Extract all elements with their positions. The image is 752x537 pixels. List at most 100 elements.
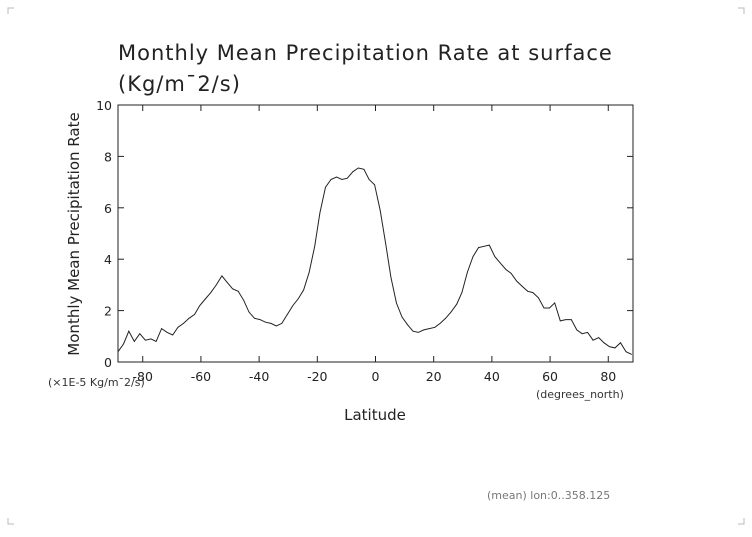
data-point xyxy=(379,210,381,211)
precipitation-series-line xyxy=(117,167,632,355)
data-point xyxy=(521,285,523,287)
y-axis-unit: (×1E-5 Kg/m¯2/s) xyxy=(48,376,145,389)
data-point xyxy=(428,328,430,329)
y-tick-label: 4 xyxy=(104,252,112,267)
data-point xyxy=(259,319,261,320)
data-point xyxy=(172,334,174,336)
data-point xyxy=(565,319,567,320)
data-point xyxy=(123,343,124,345)
data-point xyxy=(554,302,556,304)
data-point xyxy=(155,341,157,342)
x-tick-label: 60 xyxy=(542,369,558,384)
y-axis-label: Monthly Mean Precipitation Rate xyxy=(65,112,83,355)
data-point xyxy=(450,311,452,313)
data-point xyxy=(488,244,490,246)
data-point xyxy=(570,319,572,320)
data-point xyxy=(423,329,425,331)
data-point xyxy=(581,333,583,335)
data-point xyxy=(461,292,463,293)
data-point xyxy=(199,305,201,306)
data-point xyxy=(357,167,359,169)
data-point xyxy=(314,245,316,247)
data-point xyxy=(341,179,343,180)
data-point xyxy=(325,186,326,188)
x-tick-label: 40 xyxy=(484,369,500,384)
y-tick-label: 8 xyxy=(104,149,112,164)
data-point xyxy=(385,243,387,245)
data-point xyxy=(390,276,392,278)
data-point xyxy=(592,339,594,341)
data-point xyxy=(456,303,458,305)
data-point xyxy=(374,184,375,186)
data-point xyxy=(286,314,288,315)
data-point xyxy=(308,271,310,273)
data-point xyxy=(117,351,119,353)
x-tick-label: -40 xyxy=(249,369,269,384)
data-point xyxy=(133,341,135,342)
data-point xyxy=(204,298,206,300)
x-axis-label: Latitude xyxy=(344,406,406,424)
precipitation-series-points xyxy=(117,167,632,355)
data-point xyxy=(543,307,545,309)
data-point xyxy=(478,247,479,249)
data-point xyxy=(516,280,517,282)
data-point xyxy=(494,256,496,257)
data-point xyxy=(275,325,277,327)
data-point xyxy=(194,314,195,315)
x-tick-label: -80 xyxy=(133,369,153,384)
data-point xyxy=(188,317,190,319)
x-tick-label: 80 xyxy=(600,369,616,384)
data-point xyxy=(587,332,588,333)
y-axis-ticks: 0 2 4 6 8 10 xyxy=(96,98,633,370)
data-point xyxy=(210,292,212,293)
page-corner-marks xyxy=(7,7,745,525)
data-point xyxy=(434,326,436,328)
data-point xyxy=(265,321,266,323)
data-point xyxy=(620,342,621,344)
x-tick-label: 20 xyxy=(426,369,442,384)
data-point xyxy=(330,179,332,180)
data-point xyxy=(609,346,610,347)
y-tick-label: 6 xyxy=(104,201,112,216)
data-point xyxy=(232,288,234,290)
data-point xyxy=(499,262,501,264)
x-axis-ticks: -80 -60 -40 -20 0 20 40 60 80 xyxy=(133,105,616,384)
data-point xyxy=(303,289,304,291)
data-point xyxy=(576,329,578,331)
data-point xyxy=(346,177,348,179)
x-axis-unit: (degrees_north) xyxy=(536,388,624,401)
plot-frame xyxy=(117,104,634,363)
data-point xyxy=(505,269,507,270)
data-point xyxy=(352,171,354,173)
data-point xyxy=(248,311,250,313)
data-point xyxy=(603,342,605,344)
x-tick-label: -60 xyxy=(191,369,211,384)
data-point xyxy=(336,176,337,178)
data-point xyxy=(472,256,474,257)
y-tick-label: 10 xyxy=(96,98,112,113)
data-point xyxy=(631,353,632,355)
data-point xyxy=(396,302,397,304)
data-point xyxy=(254,317,255,319)
data-point xyxy=(215,284,217,286)
data-point xyxy=(363,168,365,170)
data-point xyxy=(150,338,152,340)
data-point xyxy=(221,275,223,277)
data-point xyxy=(128,330,130,332)
data-point xyxy=(559,320,561,322)
data-point xyxy=(270,323,272,324)
data-point xyxy=(407,324,408,326)
data-point xyxy=(226,281,228,283)
x-tick-label: 0 xyxy=(372,369,380,384)
data-point xyxy=(538,297,539,299)
chart-title: Monthly Mean Precipitation Rate at surfa… xyxy=(118,41,613,65)
y-tick-label: 0 xyxy=(104,355,112,370)
data-point xyxy=(527,290,529,292)
footer-note: (mean) lon:0..358.125 xyxy=(487,489,610,502)
data-point xyxy=(237,290,239,292)
y-tick-label: 2 xyxy=(104,304,112,319)
data-point xyxy=(297,298,299,300)
chart-subtitle: (Kg/m¯2/s) xyxy=(118,72,241,96)
data-point xyxy=(614,347,616,349)
